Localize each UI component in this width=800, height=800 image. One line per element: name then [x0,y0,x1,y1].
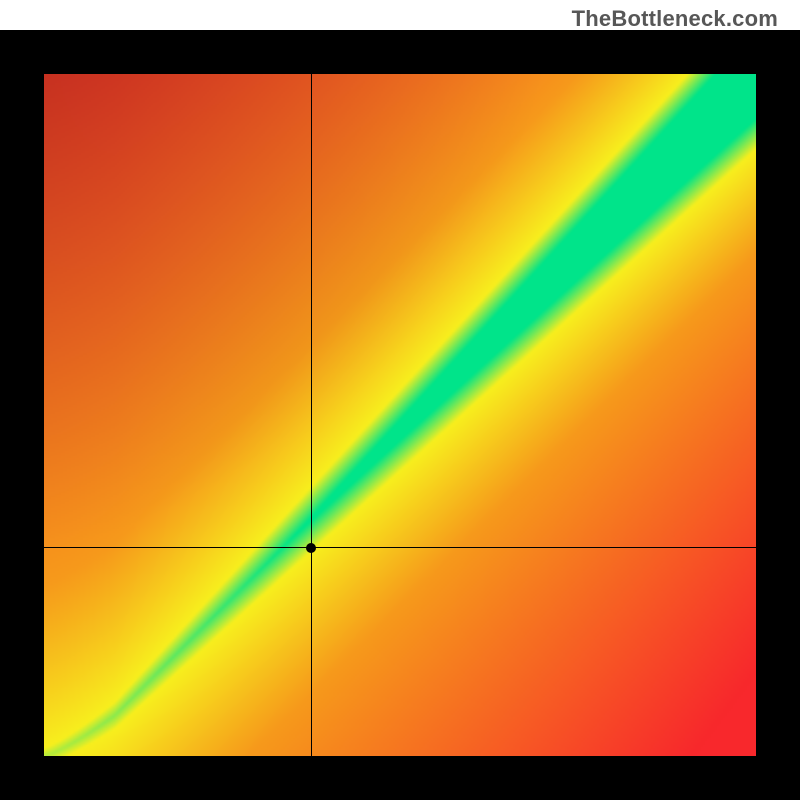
plot-frame [0,30,800,800]
heatmap-canvas [44,74,756,756]
chart-container: TheBottleneck.com [0,0,800,800]
attribution-watermark: TheBottleneck.com [572,6,778,32]
